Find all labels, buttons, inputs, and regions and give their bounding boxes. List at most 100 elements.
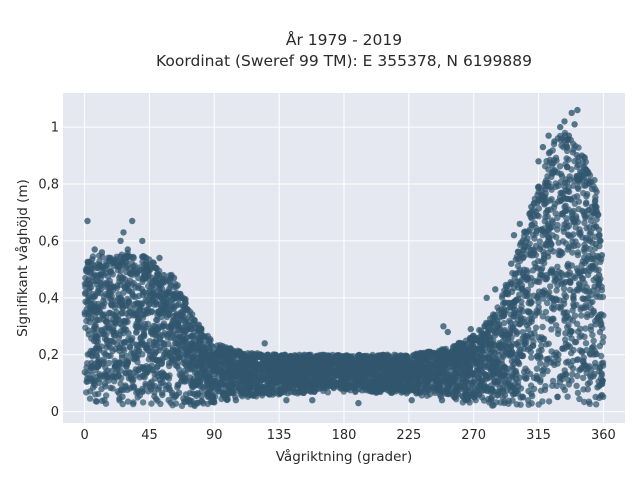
data-point — [107, 309, 114, 317]
data-point — [587, 372, 594, 379]
data-point — [508, 358, 516, 365]
data-point — [108, 328, 115, 335]
data-point — [95, 285, 102, 292]
data-point — [93, 398, 101, 405]
data-point — [253, 393, 260, 400]
data-point — [472, 384, 479, 392]
data-point — [122, 370, 129, 377]
data-point — [414, 379, 422, 386]
data-point — [584, 386, 591, 393]
data-point — [427, 369, 434, 376]
data-point — [598, 370, 605, 377]
data-point — [535, 213, 542, 220]
data-point — [87, 268, 95, 275]
data-point — [535, 188, 542, 196]
data-point — [529, 267, 537, 274]
data-point — [537, 243, 544, 250]
data-point — [557, 373, 564, 380]
data-point — [117, 380, 124, 387]
data-point — [453, 366, 460, 373]
data-point — [562, 161, 569, 168]
data-point — [291, 365, 299, 372]
data-point — [96, 308, 103, 315]
data-point — [313, 353, 320, 361]
data-point — [88, 359, 95, 367]
data-point — [557, 137, 565, 144]
data-point — [124, 398, 132, 405]
data-point — [470, 379, 478, 386]
data-point — [278, 387, 285, 395]
data-point — [535, 401, 542, 408]
data-point — [446, 382, 453, 389]
data-point — [561, 386, 568, 394]
data-point — [117, 310, 125, 317]
data-point — [553, 287, 560, 294]
data-point — [382, 360, 389, 367]
data-point — [568, 335, 575, 342]
data-point — [361, 373, 368, 381]
data-point — [592, 317, 599, 325]
data-point — [229, 389, 237, 397]
data-point — [516, 291, 523, 298]
data-point — [528, 354, 535, 361]
data-point — [428, 362, 435, 369]
data-point — [174, 282, 181, 289]
data-point — [89, 347, 97, 355]
data-point — [583, 346, 590, 354]
data-point — [596, 342, 603, 350]
data-point — [85, 327, 92, 334]
data-point — [169, 296, 176, 303]
data-point — [329, 355, 336, 362]
data-point — [293, 359, 300, 366]
data-point — [569, 249, 576, 256]
data-point — [428, 374, 435, 381]
data-point — [506, 352, 513, 359]
data-point — [217, 381, 224, 388]
data-point — [407, 365, 415, 372]
data-point — [513, 370, 520, 378]
data-point — [222, 352, 229, 359]
data-point — [526, 240, 533, 247]
data-point — [87, 309, 94, 317]
data-point — [145, 356, 153, 363]
data-point — [497, 344, 504, 352]
data-point — [84, 375, 91, 382]
data-point — [121, 276, 129, 283]
data-point — [464, 379, 471, 386]
data-point — [141, 374, 148, 381]
data-point — [118, 351, 126, 358]
data-point — [405, 377, 412, 384]
data-point — [511, 298, 518, 305]
data-point — [169, 344, 176, 351]
data-point — [317, 370, 324, 377]
data-point — [527, 348, 534, 356]
data-point — [581, 219, 588, 226]
data-point — [563, 309, 570, 316]
data-point — [117, 267, 125, 274]
data-point — [84, 258, 91, 265]
data-point — [487, 315, 494, 322]
data-point — [544, 299, 551, 307]
data-point — [547, 359, 555, 366]
data-point — [548, 240, 555, 248]
data-point — [568, 262, 575, 269]
data-point — [522, 365, 529, 372]
data-point — [558, 173, 566, 180]
data-points — [81, 106, 607, 410]
data-point — [595, 266, 602, 273]
data-point — [453, 391, 460, 399]
data-point — [600, 334, 607, 341]
data-point — [574, 242, 581, 249]
data-point — [151, 264, 159, 271]
data-point — [219, 342, 226, 350]
data-point — [505, 340, 513, 348]
data-point — [92, 272, 99, 280]
chart-title-line-2: Koordinat (Sweref 99 TM): E 355378, N 61… — [156, 52, 532, 70]
data-point — [311, 388, 318, 395]
data-point — [513, 375, 520, 382]
data-point — [519, 285, 526, 292]
data-point — [223, 381, 230, 388]
data-point — [173, 302, 181, 309]
data-point — [504, 365, 511, 373]
data-point — [587, 291, 595, 299]
